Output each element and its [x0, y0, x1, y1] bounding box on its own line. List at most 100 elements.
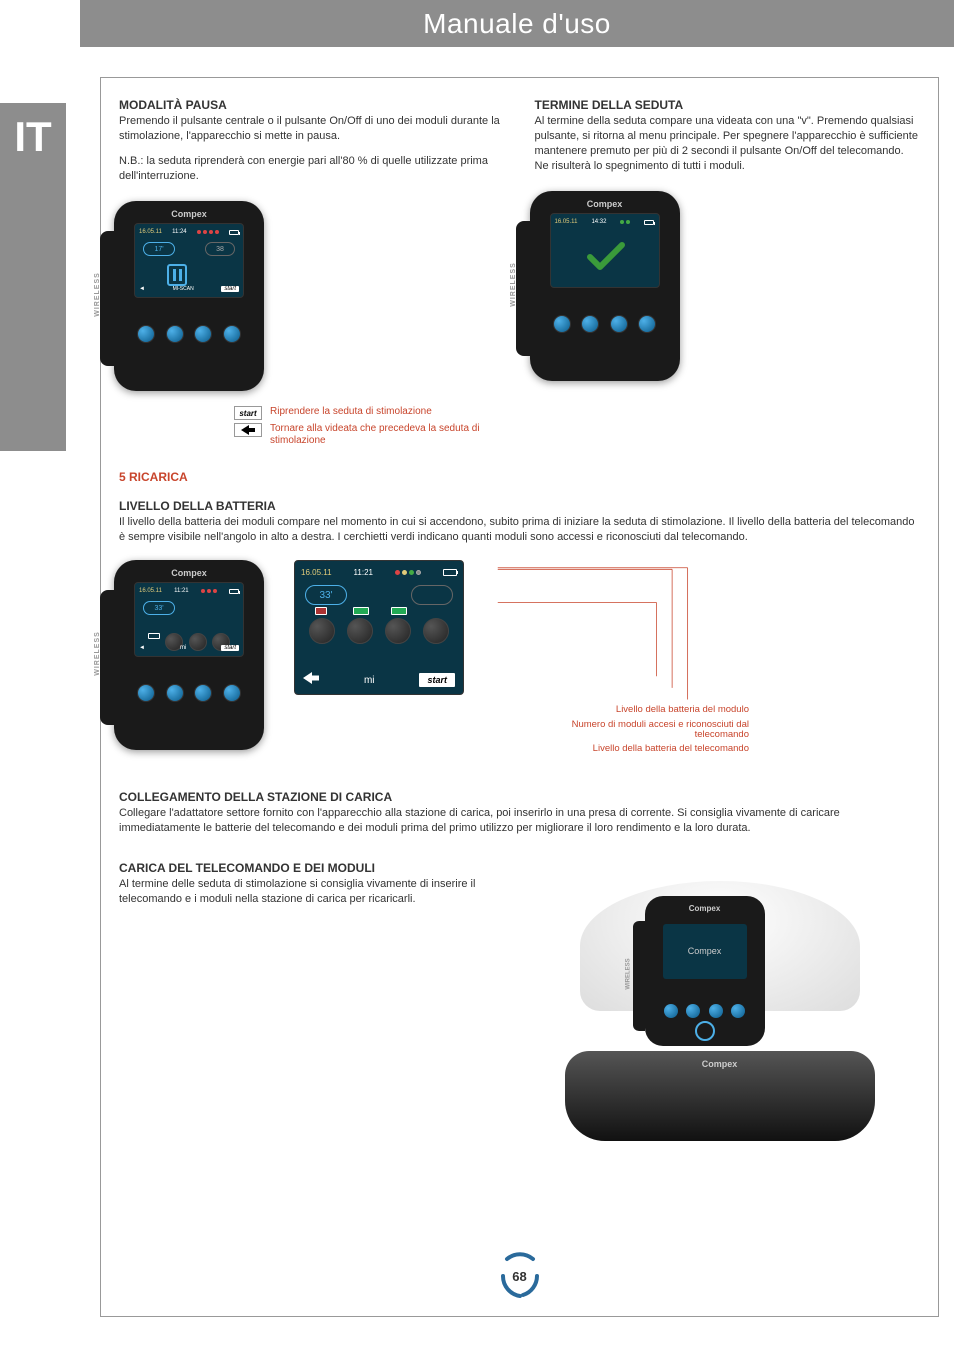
- device-screen: 16.05.11 14:32: [550, 213, 660, 288]
- callout-modules-count: Numero di moduli accesi e riconosciuti d…: [549, 720, 749, 741]
- dot-icon: [203, 230, 207, 234]
- screen-nav: ◄ mi start: [139, 642, 239, 654]
- pause-heading: MODALITÀ PAUSA: [119, 98, 505, 112]
- dot-icon: [213, 589, 217, 593]
- device-side: WIRELESS: [100, 590, 114, 725]
- docked-side: WIRELESS: [633, 921, 645, 1031]
- dot-icon: [215, 230, 219, 234]
- device-button: [223, 325, 241, 343]
- docked-brand: Compex: [645, 904, 765, 913]
- nav-start-label: start: [221, 645, 239, 651]
- nav-back-icon: [303, 671, 319, 689]
- enlarged-screen-wrapper: 16.05.11 11:21 33': [294, 560, 464, 695]
- dot-icon: [207, 589, 211, 593]
- battery-heading: LIVELLO DELLA BATTERIA: [119, 499, 920, 513]
- battery-icon: [229, 230, 239, 235]
- status-time: 11:21: [174, 588, 189, 594]
- battery-icon: [229, 589, 239, 594]
- device-brand: Compex: [530, 199, 680, 209]
- recharge-title: 5 RICARICA: [119, 470, 920, 484]
- device-button: [223, 684, 241, 702]
- screen-timer: 17': [143, 242, 175, 256]
- dot-icon: [409, 570, 414, 575]
- docked-device: Compex Compex WIRELESS: [645, 896, 765, 1046]
- screen-value-text: 38: [216, 246, 224, 253]
- status-date: 16.05.11: [555, 219, 578, 225]
- device-screen: 16.05.11 11:24: [134, 223, 244, 298]
- dot-icon: [626, 220, 630, 224]
- status-dots: [395, 570, 421, 575]
- pause-bar: [179, 269, 182, 281]
- device-buttons: [548, 315, 662, 333]
- docked-buttons: [660, 1004, 750, 1018]
- module-battery-icon: [391, 607, 407, 615]
- connection-heading: COLLEGAMENTO DELLA STAZIONE DI CARICA: [119, 790, 920, 804]
- big-right-oval: [411, 585, 453, 605]
- screen-status-bar: 16.05.11 14:32: [555, 217, 655, 227]
- checkmark-icon: [586, 239, 626, 274]
- big-timer-text: 33': [319, 590, 332, 601]
- wireless-logo: WIRELESS: [2, 867, 62, 1297]
- battery-section: LIVELLO DELLA BATTERIA Il livello della …: [119, 499, 920, 750]
- module-slot-icon: [385, 618, 411, 644]
- page: Manuale d'uso IT WIRELESS MODALITÀ PAUSA…: [0, 0, 954, 1317]
- pause-note: N.B.: la seduta riprenderà con energie p…: [119, 154, 505, 184]
- device-brand: Compex: [114, 568, 264, 578]
- status-date: 16.05.11: [139, 588, 162, 594]
- device-buttons: [132, 325, 246, 343]
- start-button-icon: start: [234, 406, 262, 420]
- end-session-body: Al termine della seduta compare una vide…: [535, 114, 921, 173]
- module-slot-icon: [423, 618, 449, 644]
- header-title: Manuale d'uso: [423, 8, 611, 40]
- legend-row: Tornare alla videata che precedeva la se…: [234, 423, 505, 447]
- language-badge: IT: [0, 103, 66, 451]
- device-screen: 16.05.11 11:21 33': [134, 582, 244, 657]
- device-button: [553, 315, 571, 333]
- charge-image-column: Compex Compex Compex: [519, 861, 920, 1161]
- nav-back-icon: ◄: [139, 645, 145, 651]
- device-button: [638, 315, 656, 333]
- device-button: [194, 325, 212, 343]
- left-sidebar: IT WIRELESS: [0, 0, 80, 1317]
- dot-icon: [201, 589, 205, 593]
- device-button: [581, 315, 599, 333]
- dot-icon: [620, 220, 624, 224]
- legend-resume-text: Riprendere la seduta di stimolazione: [270, 406, 432, 418]
- page-number: 68: [495, 1269, 545, 1284]
- module-slot-icon: [347, 618, 373, 644]
- dot-icon: [395, 570, 400, 575]
- device-buttons: [132, 684, 246, 702]
- device-mockup: WIRELESS Compex 16.05.11 11:24: [114, 201, 264, 391]
- device-side-text: WIRELESS: [94, 631, 101, 676]
- screen-timer-text: 17': [154, 246, 163, 253]
- device-button: [137, 325, 155, 343]
- pause-device-image: WIRELESS Compex 16.05.11 11:24: [119, 201, 505, 391]
- battery-icon: [644, 220, 654, 225]
- device-mockup: WIRELESS Compex 16.05.11 11:21: [114, 560, 264, 750]
- docked-button: [686, 1004, 700, 1018]
- device-button: [137, 684, 155, 702]
- status-time: 11:21: [354, 568, 373, 577]
- status-date: 16.05.11: [301, 568, 332, 577]
- big-nav: mi start: [303, 671, 455, 689]
- module-battery-icon: [353, 607, 369, 615]
- dot-icon: [209, 230, 213, 234]
- status-time: 14:32: [591, 219, 606, 225]
- dock-brand: Compex: [565, 1059, 875, 1069]
- nav-mi-icon: mi: [364, 675, 375, 686]
- status-dots: [620, 220, 630, 224]
- callout-lines: [464, 560, 764, 715]
- device-side: WIRELESS: [100, 231, 114, 366]
- top-two-columns: MODALITÀ PAUSA Premendo il pulsante cent…: [119, 98, 920, 450]
- device-button: [610, 315, 628, 333]
- charge-text-column: CARICA DEL TELECOMANDO E DEI MODULI Al t…: [119, 861, 489, 1161]
- module-row: [303, 613, 455, 648]
- module-battery-icon: [315, 607, 327, 615]
- screen-status-bar: 16.05.11 11:24: [139, 227, 239, 237]
- language-code: IT: [14, 113, 51, 161]
- docked-screen-brand: Compex: [688, 946, 722, 956]
- big-status-bar: 16.05.11 11:21: [301, 565, 457, 579]
- pause-bar: [173, 269, 176, 281]
- charge-body: Al termine delle seduta di stimolazione …: [119, 877, 489, 907]
- docking-station-image: Compex Compex Compex: [545, 861, 895, 1161]
